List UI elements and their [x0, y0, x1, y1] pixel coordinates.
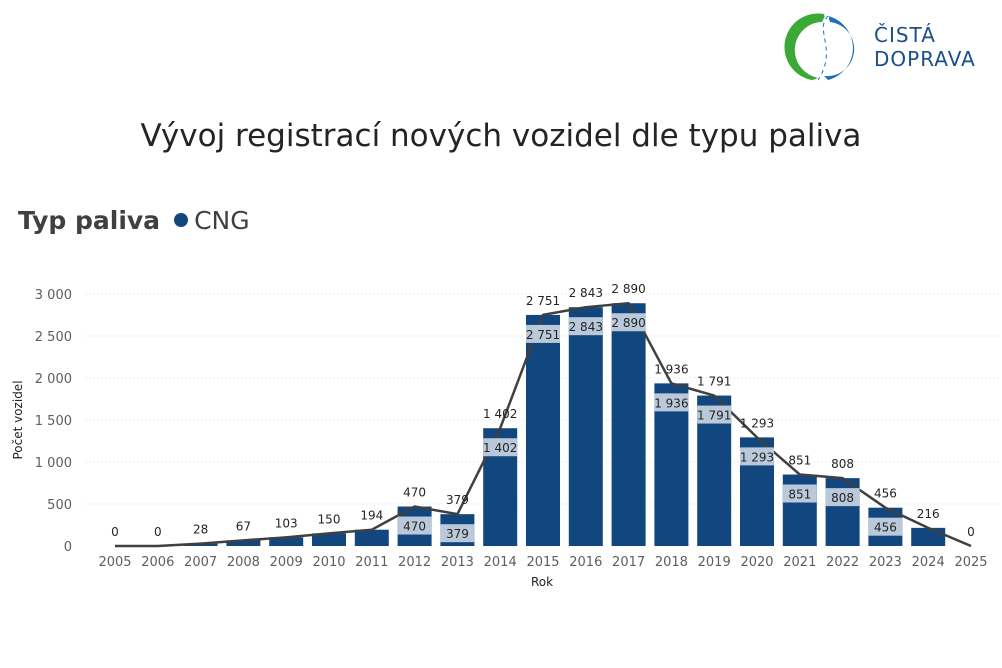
x-tick-label: 2007 — [184, 555, 217, 570]
inner-data-label: 379 — [446, 527, 469, 541]
x-tick-label: 2019 — [698, 555, 731, 570]
inner-data-label: 851 — [788, 488, 811, 502]
bar — [911, 527, 946, 546]
x-tick-label: 2021 — [783, 555, 816, 570]
legend: Typ paliva CNG — [18, 200, 250, 240]
y-tick-label: 2 000 — [35, 372, 72, 387]
x-tick-label: 2022 — [826, 555, 859, 570]
inner-label-box — [440, 524, 475, 543]
inner-data-label: 2 890 — [611, 316, 645, 330]
data-label: 0 — [967, 525, 975, 539]
y-axis-title: Počet vozidel — [11, 380, 25, 459]
inner-label-box — [697, 405, 732, 424]
logo-text-line1: ČISTÁ — [874, 23, 936, 47]
data-label: 379 — [446, 493, 469, 507]
inner-data-label: 1 791 — [697, 409, 731, 423]
x-tick-label: 2012 — [398, 555, 431, 570]
y-tick-label: 2 500 — [35, 330, 72, 345]
x-tick-label: 2020 — [740, 555, 773, 570]
data-label: 851 — [788, 454, 811, 468]
data-label: 2 843 — [569, 286, 603, 300]
bar — [312, 533, 346, 546]
trend-line — [115, 301, 972, 548]
y-tick-label: 1 000 — [35, 456, 72, 471]
logo-mark — [784, 13, 855, 82]
x-tick-label: 2009 — [270, 555, 303, 570]
x-tick-label: 2013 — [441, 555, 474, 570]
y-tick-label: 3 000 — [35, 288, 72, 303]
bar — [568, 307, 603, 546]
legend-marker-icon — [174, 213, 189, 227]
y-axis: 0 500 1 000 1 500 2 000 2 500 3 000 — [35, 288, 72, 555]
x-tick-label: 2014 — [484, 555, 517, 570]
data-label: 1 791 — [697, 375, 731, 389]
inner-data-label: 1 293 — [740, 450, 774, 464]
chart-plot: 0 500 1 000 1 500 2 000 2 500 3 000 0 0 28 67 103 1… — [11, 282, 1000, 589]
data-label: 0 — [111, 525, 119, 539]
data-label: 456 — [874, 487, 897, 501]
inner-label-box — [611, 313, 646, 332]
bar — [226, 540, 261, 546]
inner-label-box — [868, 517, 903, 536]
inner-label-box — [740, 447, 774, 466]
legend-item-cng[interactable]: CNG — [194, 205, 250, 235]
inner-data-label: 456 — [874, 521, 897, 535]
x-tick-label: 2016 — [569, 555, 602, 570]
x-tick-label: 2024 — [912, 555, 945, 570]
data-label: 103 — [275, 516, 298, 530]
data-label: 1 936 — [654, 362, 688, 376]
data-label: 194 — [360, 509, 383, 523]
inner-label-box — [483, 438, 518, 457]
x-tick-label: 2011 — [355, 555, 388, 570]
inner-label-box — [526, 324, 560, 343]
data-label: 216 — [917, 507, 940, 521]
data-label: 808 — [831, 457, 854, 471]
y-tick-label: 0 — [64, 540, 72, 555]
y-tick-label: 500 — [47, 498, 72, 513]
data-label: 470 — [403, 486, 426, 500]
inner-data-label: 1 402 — [483, 441, 517, 455]
inner-data-label: 2 751 — [526, 328, 560, 342]
x-tick-label: 2023 — [869, 555, 902, 570]
data-label: 2 751 — [526, 294, 560, 308]
x-tick-label: 2015 — [526, 555, 559, 570]
bars — [183, 303, 946, 546]
logo-text-line2: DOPRAVA — [874, 47, 976, 71]
x-tick-label: 2025 — [954, 555, 987, 570]
data-labels: 0 0 28 67 103 150 194 470 470 379 379 1 402 1 402 2 7… — [111, 282, 975, 543]
x-tick-label: 2018 — [655, 555, 688, 570]
data-label: 0 — [154, 525, 162, 539]
data-label: 2 890 — [611, 282, 645, 296]
bar — [269, 537, 304, 546]
bar — [611, 303, 646, 546]
x-tick-label: 2006 — [141, 555, 174, 570]
bar — [526, 314, 560, 546]
x-tick-label: 2008 — [227, 555, 260, 570]
logo: ČISTÁ DOPRAVA — [784, 10, 994, 84]
bar — [354, 529, 389, 546]
x-tick-label: 2010 — [312, 555, 345, 570]
x-axis: 2005 2006 2007 2008 2009 2010 2011 2012 2013 2014… — [98, 555, 987, 570]
inner-data-label: 808 — [831, 491, 854, 505]
inner-label-box — [654, 393, 689, 412]
data-label: 1 293 — [740, 416, 774, 430]
inner-data-label: 1 936 — [654, 396, 688, 410]
data-label: 28 — [193, 523, 208, 537]
x-tick-label: 2005 — [98, 555, 131, 570]
inner-label-box — [782, 484, 817, 503]
chart-title: Vývoj registrací nových vozidel dle typu… — [140, 118, 862, 154]
x-axis-title: Rok — [531, 575, 553, 589]
data-label: 1 402 — [483, 407, 517, 421]
inner-label-box — [568, 317, 603, 336]
x-tick-label: 2017 — [612, 555, 645, 570]
y-tick-label: 1 500 — [35, 414, 72, 429]
inner-label-box — [397, 516, 432, 535]
inner-data-label: 470 — [403, 520, 426, 534]
trend-line-path — [115, 301, 972, 548]
legend-title: Typ paliva — [18, 205, 161, 235]
data-label: 67 — [236, 519, 251, 533]
inner-label-box — [825, 488, 860, 507]
inner-data-label: 2 843 — [569, 320, 603, 334]
data-label: 150 — [318, 512, 341, 526]
